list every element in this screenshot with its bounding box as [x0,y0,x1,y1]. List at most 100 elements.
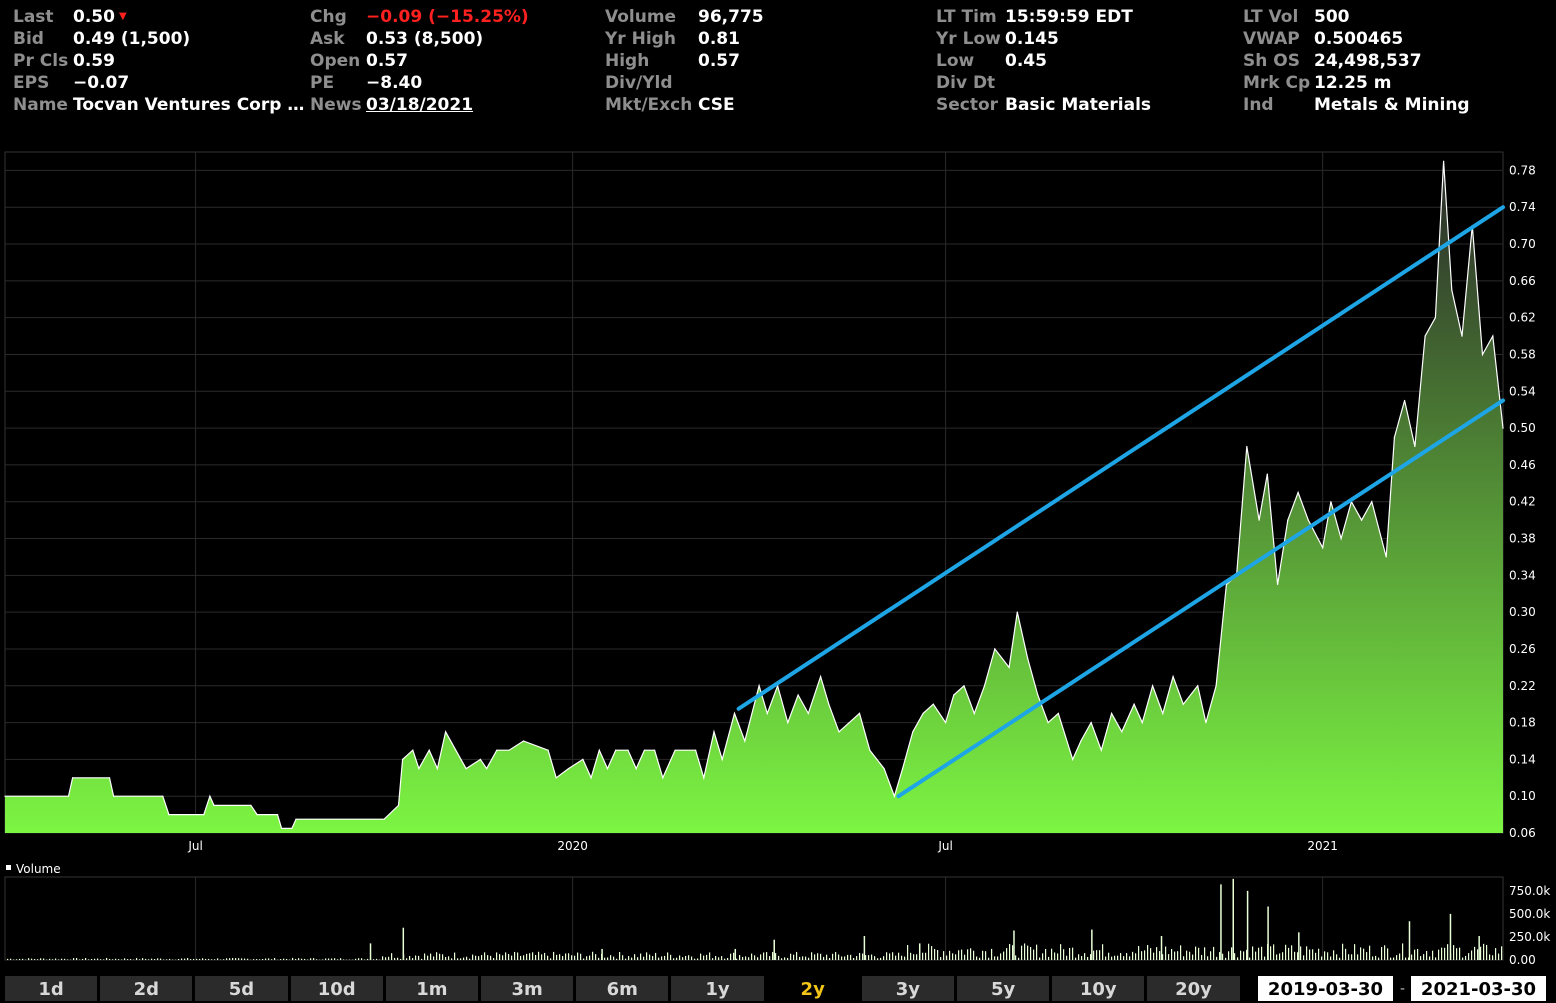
volume-bar [223,959,224,960]
volume-bar [520,956,521,960]
timeframe-20y[interactable]: 20y [1147,976,1239,1001]
volume-bar [355,959,356,960]
price-chart[interactable]: 0.060.100.140.180.220.260.300.340.380.42… [0,0,1556,975]
y-tick-label: 0.06 [1509,826,1536,840]
volume-bar [322,959,323,960]
volume-bar [316,959,317,960]
volume-bar [385,957,386,960]
volume-bar [1225,958,1226,960]
volume-bar [547,956,548,960]
volume-bar [742,957,743,960]
volume-bar [523,955,524,960]
volume-bar [1003,952,1004,960]
volume-bar [1189,952,1190,960]
volume-bar [667,952,668,960]
volume-bar [1462,958,1463,960]
volume-bar [1372,956,1373,960]
price-point [1205,722,1206,723]
volume-bar [1351,954,1352,960]
volume-bar [163,959,164,960]
volume-bar [970,948,971,960]
timeframe-2d[interactable]: 2d [100,976,192,1001]
volume-bar [1126,953,1127,960]
price-point [295,819,296,820]
volume-bar [1249,958,1250,960]
volume-bar [1429,956,1430,960]
volume-bar [508,954,509,960]
volume-bar [781,958,782,960]
volume-bar [1363,949,1364,960]
volume-bar [1042,953,1043,960]
volume-bar [559,954,560,960]
volume-bar [535,955,536,960]
volume-bar [1378,958,1379,960]
volume-bar [1486,945,1487,960]
volume-bar [457,958,458,960]
volume-bar [1120,953,1121,960]
timeframe-6m[interactable]: 6m [576,976,668,1001]
timeframe-2y[interactable]: 2y [767,976,859,1001]
price-point [1142,722,1143,723]
volume-bar [178,959,179,960]
y-tick-label: 0.18 [1509,716,1536,730]
price-point [744,740,745,741]
volume-bar [166,959,167,960]
timeframe-10y[interactable]: 10y [1052,976,1144,1001]
timeframe-1y[interactable]: 1y [671,976,763,1001]
volume-bar [922,953,923,960]
volume-bar [169,959,170,960]
volume-bar [1174,952,1175,960]
volume-bar [1159,951,1160,960]
volume-bar [787,958,788,960]
price-point [1492,336,1493,337]
volume-bar [1006,948,1007,960]
volume-bar [1096,950,1097,960]
volume-bar [31,959,32,960]
volume-bar [262,959,263,960]
volume-bar [358,958,359,960]
timeframe-5y[interactable]: 5y [957,976,1049,1001]
timeframe-3m[interactable]: 3m [481,976,573,1001]
volume-bar [676,958,677,960]
volume-bar [325,958,326,960]
timeframe-1m[interactable]: 1m [386,976,478,1001]
volume-bar [958,950,959,960]
volume-bar [43,959,44,960]
y-tick-label: 0.62 [1509,311,1536,325]
price-point [398,805,399,806]
price-point [798,694,799,695]
volume-bar [337,959,338,960]
timeframe-3y[interactable]: 3y [862,976,954,1001]
price-point [675,750,676,751]
volume-bar [607,957,608,960]
date-range-end[interactable]: 2021-03-30 [1411,976,1546,1001]
volume-bar [424,953,425,960]
timeframe-10d[interactable]: 10d [291,976,383,1001]
price-point [1308,520,1309,521]
volume-bar [1081,956,1082,960]
volume-bar [904,957,905,960]
price-point [644,750,645,751]
price-point [162,796,163,797]
price-point [281,828,282,829]
price-point [1461,336,1462,337]
volume-bar [1279,953,1280,960]
volume-bar [1048,957,1049,960]
price-point [849,722,850,723]
volume-bar [709,952,710,960]
volume-bar [1294,952,1295,960]
price-point [1394,437,1395,438]
volume-bar [1327,952,1328,960]
volume-bar [919,943,921,960]
volume-bar [688,955,689,960]
volume-bar [1153,953,1154,960]
volume-bar [73,958,74,960]
price-point [402,759,403,760]
date-range-start[interactable]: 2019-03-30 [1258,976,1393,1001]
timeframe-1d[interactable]: 1d [5,976,97,1001]
price-area [5,161,1503,833]
timeframe-5d[interactable]: 5d [195,976,287,1001]
volume-bar [49,959,50,960]
volume-bar [274,958,275,960]
volume-bar [1039,958,1040,960]
